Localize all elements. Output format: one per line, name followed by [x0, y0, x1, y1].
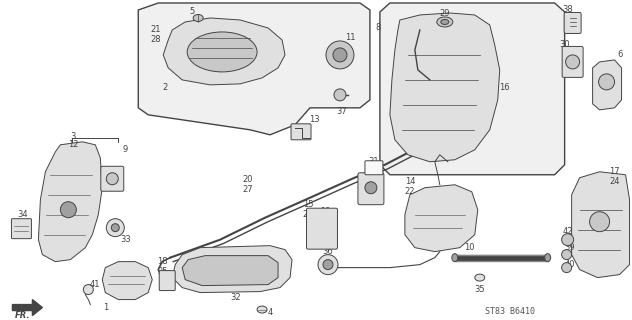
FancyBboxPatch shape — [564, 12, 581, 34]
Text: 2: 2 — [162, 84, 168, 92]
Circle shape — [566, 55, 580, 69]
Circle shape — [323, 260, 333, 270]
Text: 24: 24 — [609, 177, 620, 186]
Text: 30: 30 — [559, 40, 570, 49]
Ellipse shape — [193, 14, 203, 21]
Ellipse shape — [475, 274, 485, 281]
FancyBboxPatch shape — [365, 161, 383, 175]
Ellipse shape — [257, 306, 267, 313]
Text: 37: 37 — [337, 107, 348, 116]
Text: 14: 14 — [404, 177, 415, 186]
Polygon shape — [182, 256, 278, 285]
FancyBboxPatch shape — [307, 208, 337, 249]
Polygon shape — [571, 172, 629, 278]
Circle shape — [334, 89, 346, 101]
Text: 9: 9 — [123, 145, 128, 154]
Circle shape — [333, 48, 347, 62]
Text: 12: 12 — [68, 140, 78, 149]
Text: 26: 26 — [320, 217, 331, 226]
Text: 4: 4 — [267, 308, 272, 317]
Text: 22: 22 — [404, 187, 415, 196]
Text: 23: 23 — [303, 210, 313, 219]
Circle shape — [599, 74, 614, 90]
Text: 7: 7 — [371, 170, 377, 179]
Circle shape — [106, 219, 125, 237]
Text: 32: 32 — [230, 293, 240, 302]
Text: 5: 5 — [190, 7, 195, 17]
FancyBboxPatch shape — [291, 124, 311, 140]
Text: 20: 20 — [243, 175, 253, 184]
Text: 18: 18 — [157, 257, 167, 266]
Polygon shape — [138, 3, 370, 135]
Text: 36: 36 — [322, 247, 333, 256]
Circle shape — [590, 212, 610, 232]
Text: 27: 27 — [243, 185, 253, 194]
FancyBboxPatch shape — [358, 173, 384, 205]
Circle shape — [61, 202, 76, 218]
FancyBboxPatch shape — [562, 46, 583, 77]
Polygon shape — [380, 3, 564, 175]
FancyBboxPatch shape — [159, 271, 175, 291]
Text: 40: 40 — [564, 260, 575, 269]
Text: 19: 19 — [320, 207, 331, 216]
Circle shape — [106, 173, 118, 185]
Ellipse shape — [187, 32, 257, 72]
Polygon shape — [13, 300, 42, 316]
FancyBboxPatch shape — [101, 166, 124, 191]
Text: 8: 8 — [375, 23, 380, 32]
Polygon shape — [102, 262, 152, 300]
Text: FR.: FR. — [15, 310, 30, 320]
Text: ST83 B6410: ST83 B6410 — [485, 307, 535, 316]
Text: 33: 33 — [120, 235, 131, 244]
Ellipse shape — [441, 20, 449, 24]
Text: 25: 25 — [157, 267, 167, 276]
Text: 10: 10 — [465, 243, 475, 252]
Circle shape — [318, 255, 338, 275]
Text: 15: 15 — [303, 200, 313, 209]
Text: 21: 21 — [150, 26, 161, 35]
Text: 6: 6 — [617, 51, 623, 60]
Text: 13: 13 — [308, 115, 319, 124]
Text: 11: 11 — [344, 34, 355, 43]
Text: 35: 35 — [475, 285, 485, 294]
Text: 41: 41 — [90, 280, 100, 289]
Circle shape — [83, 284, 94, 295]
Text: 38: 38 — [562, 5, 573, 14]
Circle shape — [365, 182, 377, 194]
Circle shape — [111, 224, 119, 232]
Polygon shape — [405, 185, 478, 252]
Text: 29: 29 — [440, 10, 450, 19]
Text: 16: 16 — [499, 84, 510, 92]
Ellipse shape — [452, 254, 458, 262]
Text: 17: 17 — [609, 167, 620, 176]
Polygon shape — [593, 60, 621, 110]
Circle shape — [562, 250, 571, 260]
Circle shape — [562, 263, 571, 273]
Polygon shape — [172, 246, 292, 292]
Text: 31: 31 — [368, 157, 379, 166]
Text: 28: 28 — [150, 36, 161, 44]
Circle shape — [326, 41, 354, 69]
Polygon shape — [39, 142, 102, 262]
FancyBboxPatch shape — [11, 219, 32, 239]
Text: 34: 34 — [17, 210, 28, 219]
Text: 39: 39 — [564, 243, 575, 252]
Ellipse shape — [545, 254, 550, 262]
Polygon shape — [163, 18, 285, 85]
Text: 1: 1 — [102, 303, 108, 312]
Polygon shape — [390, 13, 500, 162]
Circle shape — [562, 234, 574, 246]
Text: 3: 3 — [71, 132, 76, 141]
Text: 42: 42 — [562, 227, 573, 236]
Ellipse shape — [437, 17, 453, 27]
